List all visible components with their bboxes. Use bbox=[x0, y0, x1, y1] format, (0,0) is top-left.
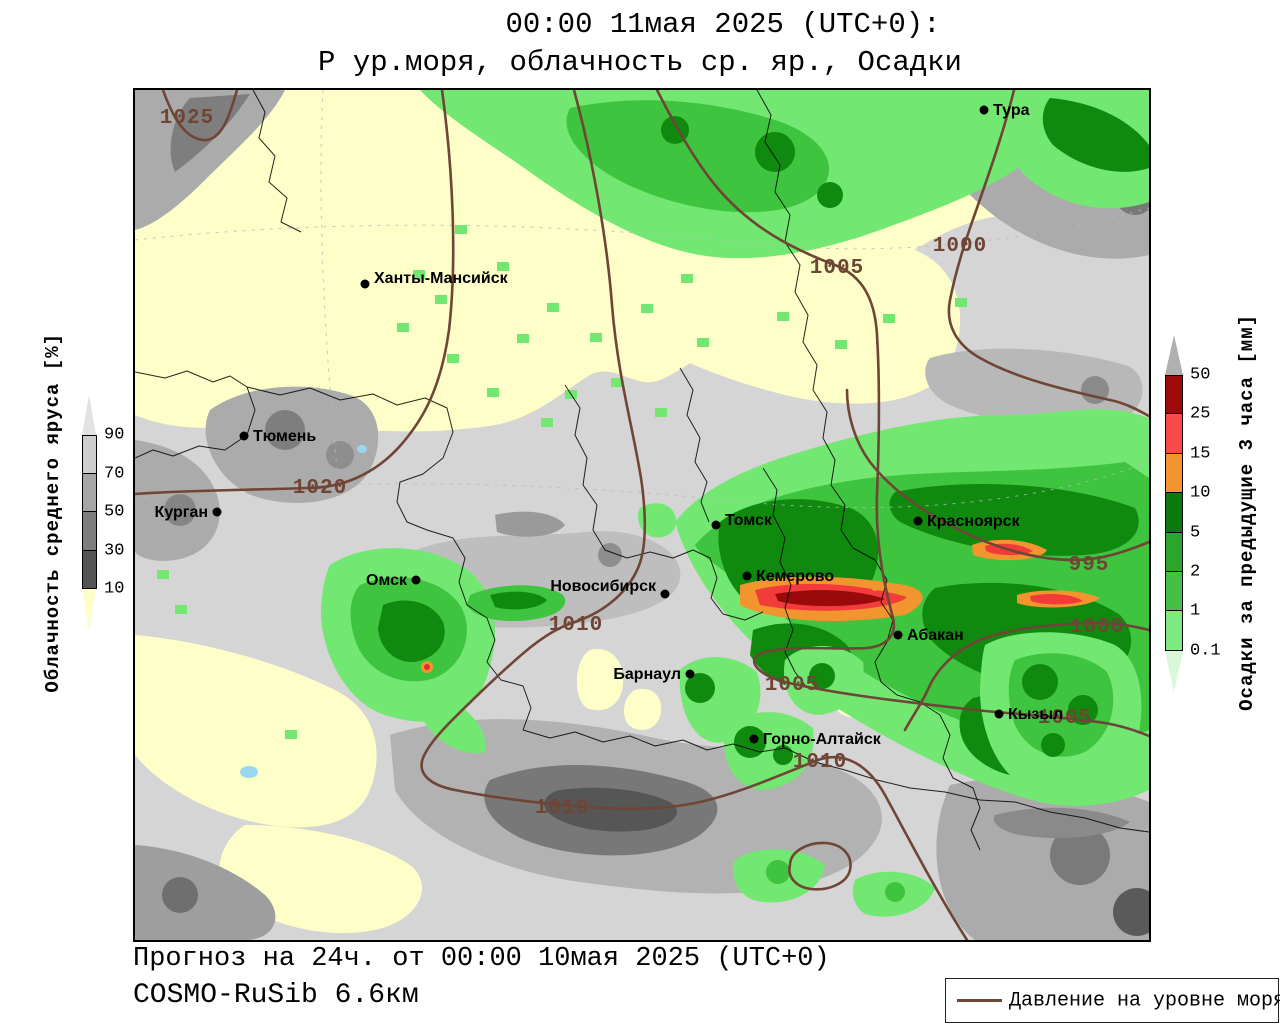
city-label: Томск bbox=[725, 512, 773, 529]
cloudbar-tick: 90 bbox=[104, 425, 125, 445]
map-canvas: 1025 1020 1005 1000 1010 995 1000 1005 1005 1010 1… bbox=[135, 90, 1149, 940]
city-dot bbox=[913, 516, 923, 526]
isobar-value-label: 1000 bbox=[1070, 616, 1124, 639]
city-dot bbox=[994, 709, 1004, 719]
cloudbar-tick: 50 bbox=[104, 502, 125, 522]
cloudbar-segment bbox=[82, 473, 97, 512]
isobar-value-label: 1010 bbox=[793, 751, 847, 774]
cloudbar-tick: 30 bbox=[104, 541, 125, 560]
precipbar-segment bbox=[1165, 414, 1183, 454]
isobar-labels: 1025 1020 1005 1000 1010 995 1000 1005 1005 1010 1… bbox=[160, 107, 1124, 820]
precip-colorbar-title: Осадки за предыдущие 3 часа [мм] bbox=[1230, 180, 1264, 845]
city-dot bbox=[893, 630, 903, 640]
cloudbar-tick: 10 bbox=[104, 579, 125, 599]
title-variables: Р ур.моря, облачность ср. яр., Осадки bbox=[318, 46, 962, 79]
cloud-colorbar-title: Облачность среднего яруса [%] bbox=[36, 180, 70, 845]
isobar-value-label: 995 bbox=[1069, 554, 1110, 577]
precipbar-segment bbox=[1165, 532, 1183, 572]
precipbar-segment bbox=[1165, 611, 1183, 651]
precipbar-tick: 5 bbox=[1190, 523, 1201, 543]
precipbar-segment bbox=[1165, 453, 1183, 494]
city-dot bbox=[360, 279, 370, 289]
city-dot bbox=[742, 571, 752, 581]
cloud-colorbar-title-text: Облачность среднего яруса [%] bbox=[42, 332, 64, 693]
isobar-lines bbox=[135, 90, 1149, 940]
city-dot bbox=[979, 105, 989, 115]
city-label: Тура bbox=[993, 102, 1030, 119]
pressure-legend: Давление на уровне моря bbox=[945, 978, 1280, 1023]
isobar-value-label: 1000 bbox=[933, 235, 987, 258]
city-dot bbox=[660, 589, 670, 599]
title-datetime: 00:00 11мая 2025 (UTC+0): bbox=[505, 8, 941, 41]
cloudbar-arrow-bottom bbox=[82, 589, 96, 630]
precipbar-tick: 15 bbox=[1190, 444, 1211, 464]
pressure-legend-label: Давление на уровне моря bbox=[1009, 989, 1280, 1012]
isobar-value-label: 1010 bbox=[535, 797, 589, 820]
model-name: COSMO-RuSib 6.6км bbox=[133, 980, 419, 1011]
city-label: Горно-Алтайск bbox=[763, 731, 882, 748]
precipbar-segment bbox=[1165, 375, 1183, 415]
city-label: Курган bbox=[155, 504, 208, 521]
isobar-value-label: 1010 bbox=[549, 614, 603, 637]
city-dot bbox=[685, 669, 695, 679]
city-label: Новосибирск bbox=[550, 578, 657, 595]
pressure-line-sample bbox=[957, 999, 1002, 1002]
cloudbar-arrow-top bbox=[82, 395, 96, 435]
city-dot bbox=[711, 520, 721, 530]
cloudbar-segment bbox=[82, 435, 97, 474]
isobar-value-label: 1005 bbox=[765, 674, 819, 697]
city-dot bbox=[411, 575, 421, 585]
isobar-value-label: 1025 bbox=[160, 107, 214, 130]
precip-colorbar: 50 25 15 10 5 2 1 0.1 bbox=[1165, 335, 1221, 692]
city-dot bbox=[212, 507, 222, 517]
precipbar-arrow-bottom bbox=[1165, 650, 1183, 692]
city-label: Барнаул bbox=[613, 666, 681, 683]
cloudbar-segment bbox=[82, 512, 97, 551]
cloudbar-tick: 70 bbox=[104, 464, 125, 483]
precipbar-tick: 1 bbox=[1190, 601, 1201, 621]
precipbar-tick: 50 bbox=[1190, 365, 1211, 385]
isobar-value-label: 1005 bbox=[810, 257, 864, 280]
precip-colorbar-title-text: Осадки за предыдущие 3 часа [мм] bbox=[1236, 314, 1258, 711]
precipbar-tick: 25 bbox=[1190, 404, 1211, 424]
city-label: Красноярск bbox=[927, 513, 1021, 530]
precipbar-arrow-top bbox=[1165, 335, 1183, 375]
city-label: Тюмень bbox=[253, 428, 316, 445]
precipbar-tick: 0.1 bbox=[1190, 641, 1221, 661]
city-label: Абакан bbox=[907, 627, 964, 644]
forecast-info: Прогноз на 24ч. от 00:00 10мая 2025 (UTC… bbox=[133, 944, 830, 974]
city-dot bbox=[749, 734, 759, 744]
cloud-colorbar: 90 70 50 30 10 bbox=[82, 395, 124, 630]
city-dot bbox=[239, 431, 249, 441]
precipbar-segment bbox=[1165, 571, 1183, 612]
cloudbar-segment bbox=[82, 550, 97, 589]
map: 1025 1020 1005 1000 1010 995 1000 1005 1005 1010 1… bbox=[133, 88, 1151, 942]
precipbar-tick: 2 bbox=[1190, 562, 1201, 582]
city-label: Омск bbox=[366, 572, 408, 589]
precipbar-segment bbox=[1165, 493, 1183, 533]
city-label: Кемерово bbox=[756, 568, 834, 585]
city-markers: Тура Ханты-Мансийск Тюмень Курган Омск Томск Н… bbox=[155, 102, 1064, 748]
isobar-value-label: 1005 bbox=[1038, 707, 1092, 730]
city-label: Кызыл bbox=[1008, 706, 1063, 723]
precipbar-tick: 10 bbox=[1190, 483, 1211, 503]
city-label: Ханты-Мансийск bbox=[374, 270, 509, 287]
page-title: 00:00 11мая 2025 (UTC+0): Р ур.моря, обл… bbox=[0, 6, 1280, 82]
isobar-value-label: 1020 bbox=[293, 477, 347, 500]
